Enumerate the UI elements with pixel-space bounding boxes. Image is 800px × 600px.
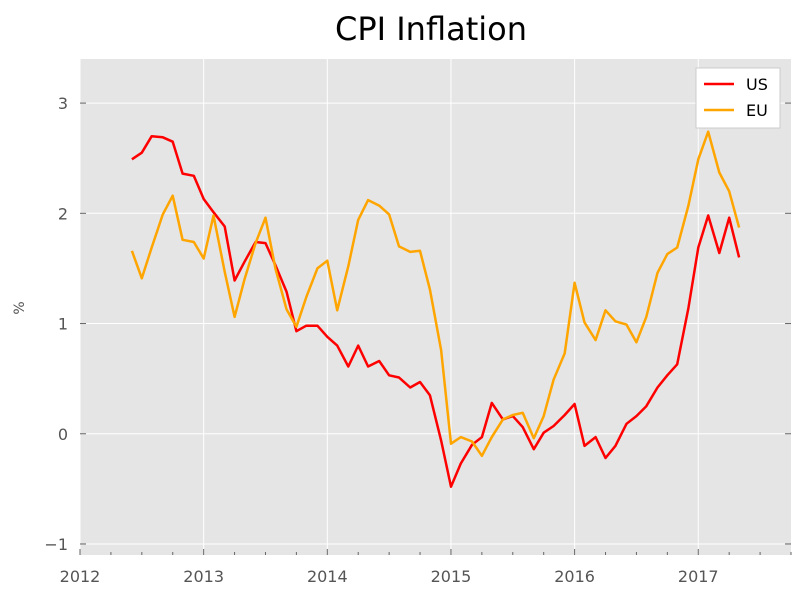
legend-label-eu: EU — [746, 101, 768, 120]
ticks — [79, 102, 792, 555]
x-tick-label: 2015 — [431, 567, 472, 586]
series-lines — [130, 130, 741, 488]
x-tick-label: 2012 — [60, 567, 101, 586]
y-tick-label: 3 — [58, 94, 68, 113]
x-tick-label: 2014 — [307, 567, 348, 586]
series-line-eu — [130, 130, 741, 458]
y-axis-label: % — [12, 301, 28, 314]
plot-area — [80, 59, 791, 555]
legend-box — [695, 67, 781, 129]
y-tick-label: 2 — [58, 204, 68, 223]
chart-title: CPI Inflation — [335, 10, 527, 48]
y-tick-label: −1 — [44, 535, 68, 554]
legend: US EU — [695, 67, 781, 129]
y-tick-labels: −1 0 1 2 3 — [44, 94, 68, 554]
x-tick-label: 2016 — [554, 567, 595, 586]
legend-label-us: US — [746, 75, 768, 94]
y-tick-label: 0 — [58, 425, 68, 444]
y-tick-label: 1 — [58, 315, 68, 334]
x-tick-label: 2013 — [183, 567, 224, 586]
x-tick-labels: 2012 2013 2014 2015 2016 2017 — [60, 567, 719, 586]
series-line-us — [131, 134, 741, 488]
x-tick-label: 2017 — [678, 567, 719, 586]
